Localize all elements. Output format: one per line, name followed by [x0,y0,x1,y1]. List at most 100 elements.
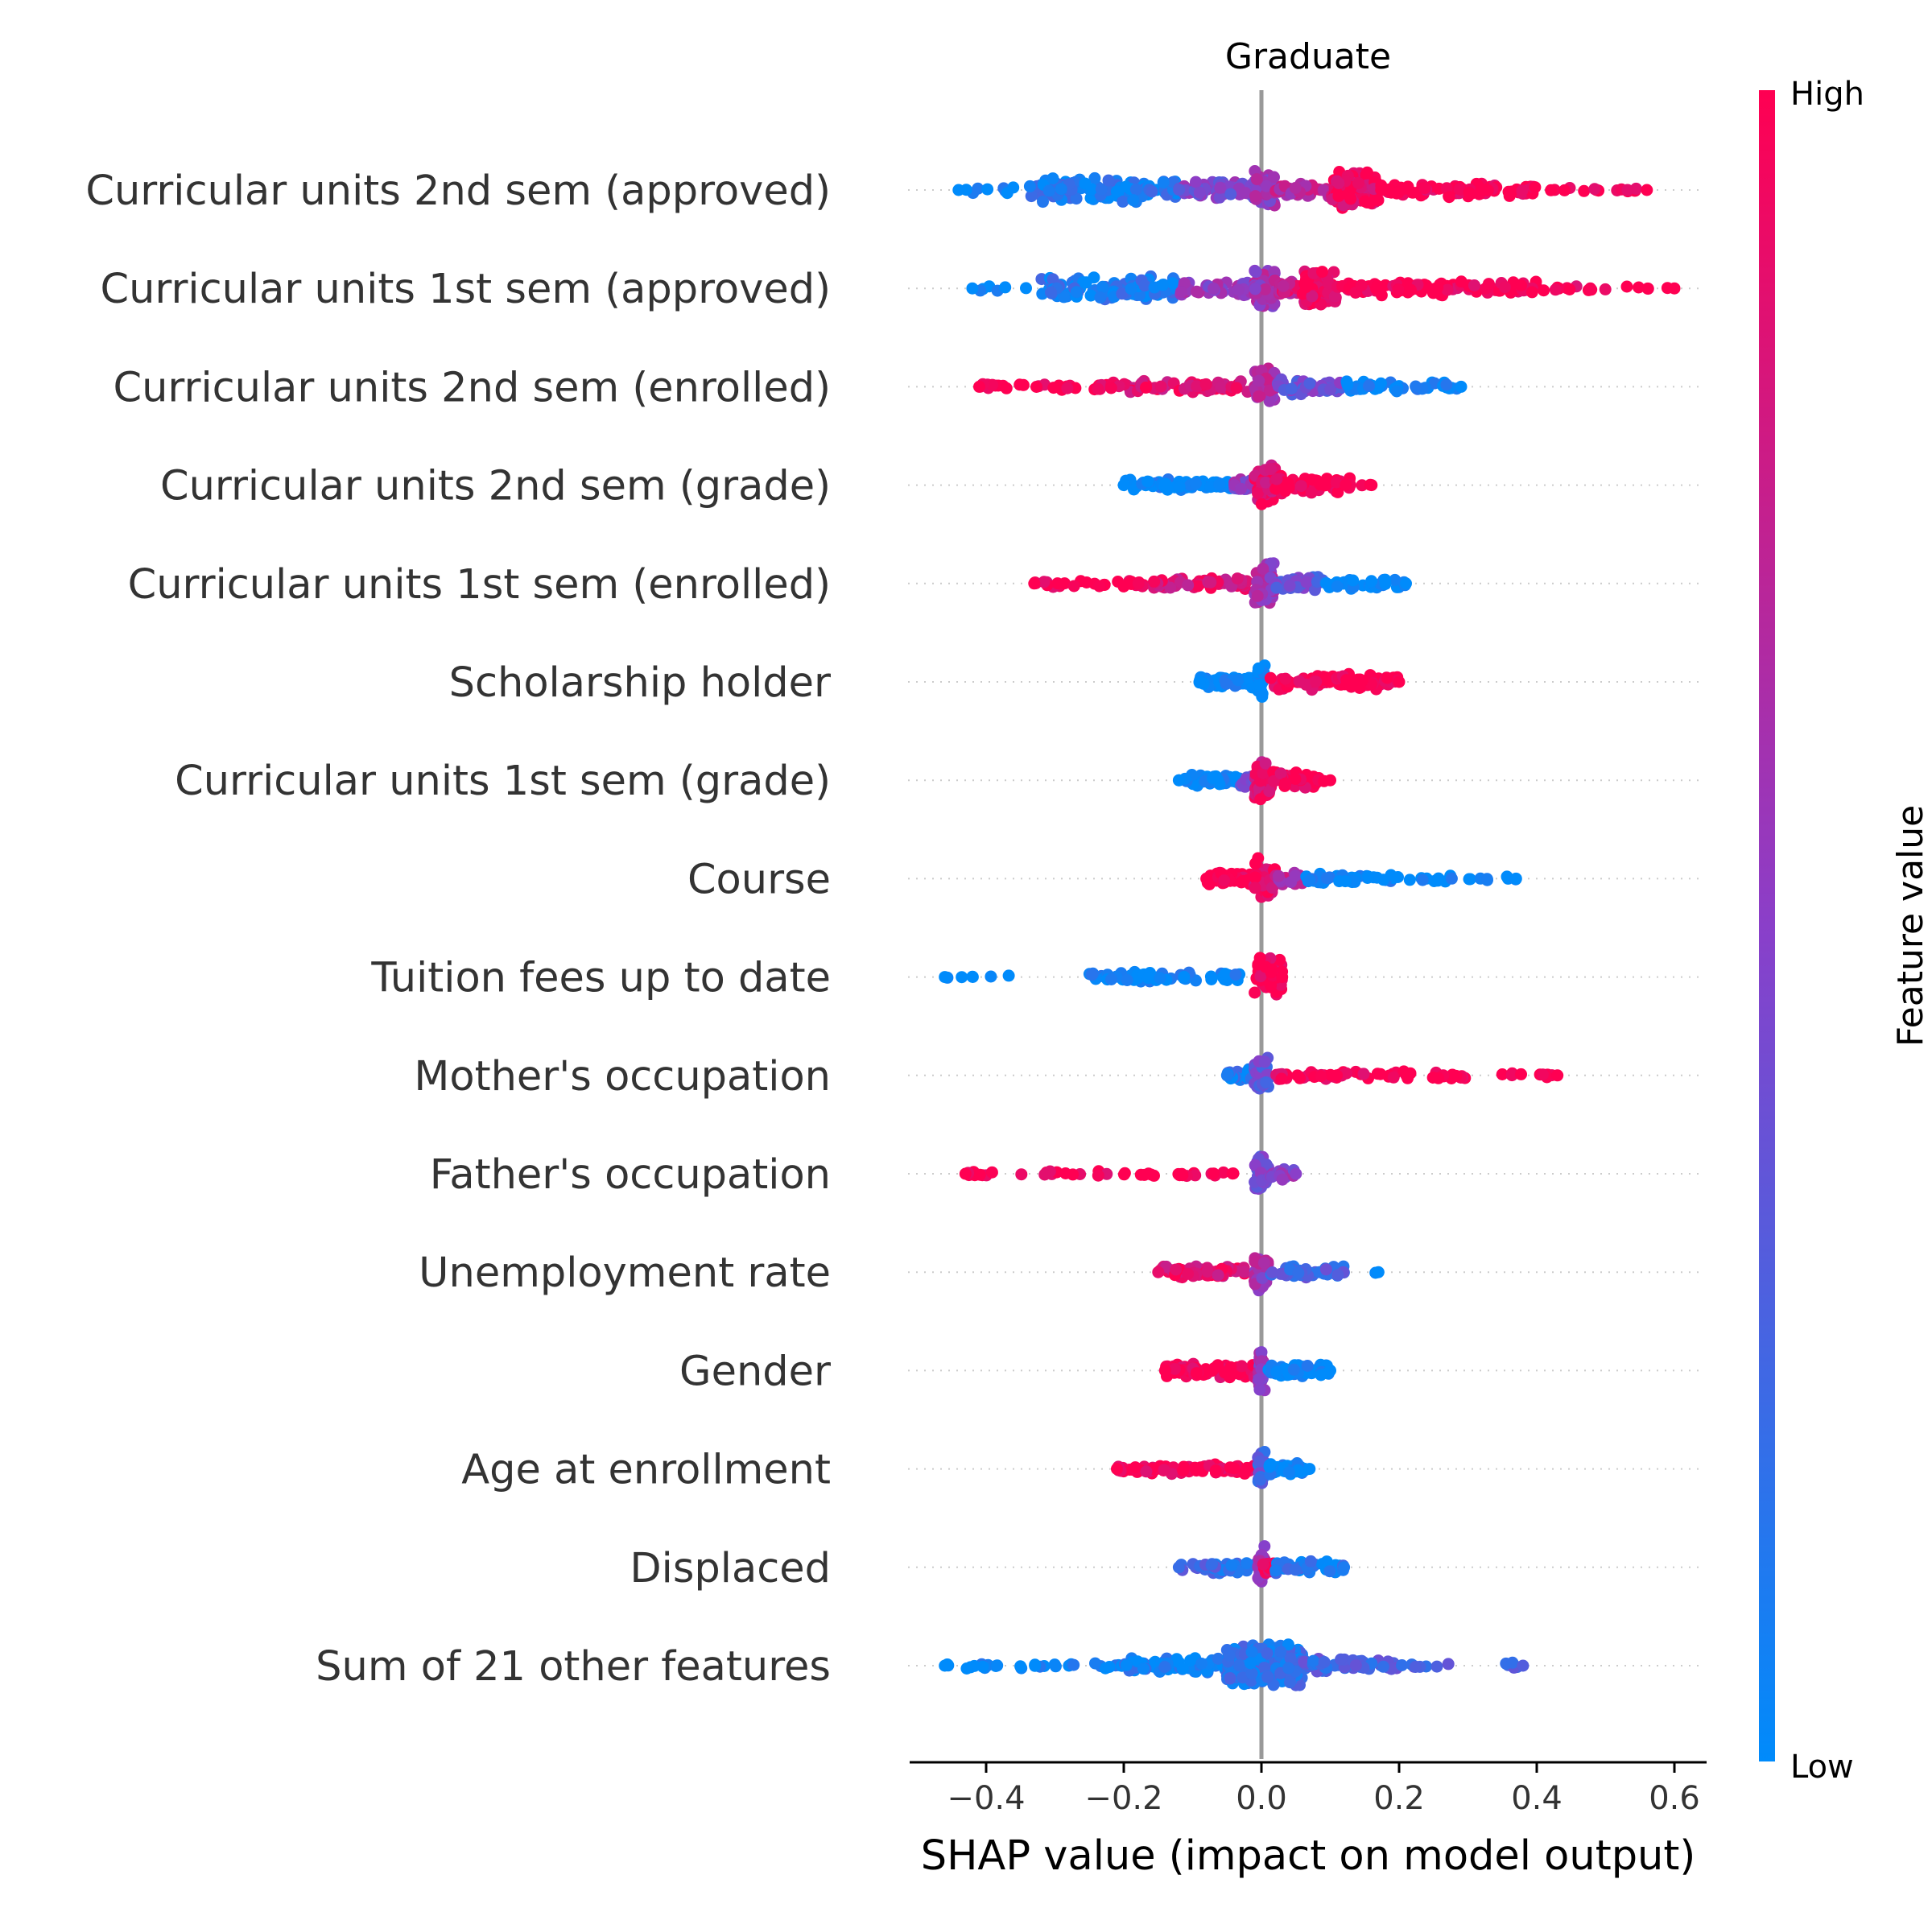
shap-point [1169,1362,1181,1375]
shap-point [1515,1068,1527,1080]
shap-point [1305,486,1318,499]
shap-point [1328,290,1341,303]
shap-point [1241,1557,1253,1570]
feature-dots [959,1150,1302,1196]
shap-point [966,970,979,983]
shap-point [1357,1068,1370,1080]
shap-point [1352,176,1364,189]
shap-point [1214,181,1227,194]
shap-point [1289,1563,1302,1576]
shap-point [1178,970,1191,983]
shap-point [1096,280,1109,293]
shap-point [1172,1561,1185,1574]
shap-point [960,1662,973,1675]
shap-point [1190,1367,1203,1380]
shap-point [1372,1266,1385,1278]
shap-point [1191,380,1203,393]
shap-point [1013,378,1026,391]
shap-point [1276,971,1289,984]
shap-point [1157,279,1169,291]
shap-point [1088,171,1101,184]
feature-label: Gender [679,1348,831,1395]
feature-label: Displaced [630,1545,831,1592]
shap-point [1249,986,1261,999]
shap-point [1331,1069,1344,1082]
shap-point [1283,580,1296,593]
shap-point [1226,1167,1239,1180]
shap-point [1046,172,1059,185]
shap-point [1284,1676,1296,1689]
shap-point [1340,478,1352,491]
shap-point [1120,1658,1133,1671]
shap-point [1049,1660,1062,1673]
shap-point [1426,1072,1439,1084]
shap-point [1253,374,1265,387]
shap-point [1353,682,1366,694]
shap-point [1304,1555,1317,1567]
shap-point [1265,966,1278,979]
shap-point [1545,184,1558,196]
shap-point [1174,286,1187,299]
x-axis-label: SHAP value (impact on model output) [921,1832,1696,1880]
shap-point [1193,186,1206,199]
shap-point [1103,1661,1116,1673]
feature-dots [1172,1540,1351,1588]
shap-point [985,1166,998,1179]
dot-layer [939,165,1681,1691]
shap-point [1259,757,1272,770]
shap-point [1244,1657,1257,1670]
shap-point [1370,283,1383,295]
shap-point [1085,183,1098,196]
shap-point [1293,675,1306,688]
feature-dots [1152,1252,1385,1297]
shap-point [1161,483,1174,496]
shap-point [1020,282,1032,295]
shap-point [1230,382,1243,394]
shap-point [1599,283,1612,295]
shap-point [1249,882,1261,894]
shap-point [1322,277,1335,290]
shap-point [1365,575,1378,588]
shap-point [966,282,979,295]
shap-point [1392,871,1404,883]
shap-point [1377,873,1390,886]
shap-point [1224,1371,1236,1384]
shap-point [1223,1649,1236,1662]
shap-point [1588,183,1601,196]
shap-point [1176,1662,1189,1675]
shap-point [1195,1658,1208,1670]
shap-point [1067,580,1080,593]
shap-point [1558,184,1571,196]
shap-point [1515,279,1528,291]
feature-dots [952,165,1653,214]
shap-point [1330,476,1343,489]
feature-label: Father's occupation [430,1151,831,1199]
shap-point [959,1167,972,1180]
feature-label: Curricular units 2nd sem (grade) [160,463,831,510]
shap-point [1204,970,1217,983]
feature-dots [1111,1446,1316,1489]
shap-point [1431,874,1444,887]
shap-point [1641,282,1654,295]
shap-point [1323,1565,1336,1578]
shap-point [1315,1070,1327,1083]
shap-point [1218,874,1231,887]
shap-point [939,971,952,984]
shap-point [1193,675,1206,688]
shap-point [1300,576,1313,589]
shap-point [1224,1672,1236,1684]
shap-point [1045,286,1057,299]
shap-point [1441,283,1454,296]
shap-point [1253,679,1266,692]
shap-point [1270,581,1283,594]
shap-point [1377,1660,1389,1673]
shap-point [1084,289,1097,302]
x-tick-label: 0.0 [1236,1780,1287,1817]
shap-point [1249,283,1261,295]
shap-point [1340,1067,1352,1080]
shap-point [1253,390,1265,403]
shap-point [1641,184,1653,196]
shap-point [1000,382,1013,394]
shap-point [1243,671,1256,684]
shap-point [939,1659,952,1672]
